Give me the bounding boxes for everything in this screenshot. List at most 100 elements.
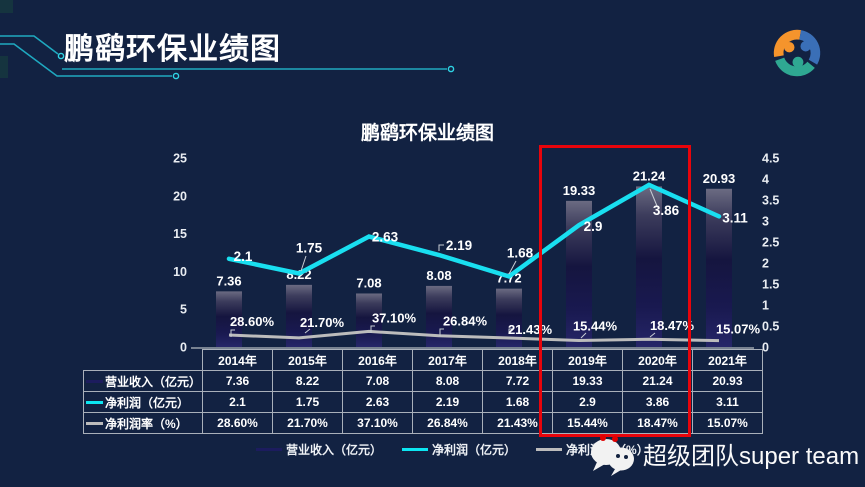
legend-label: 营业收入（亿元） [286,443,383,457]
left-axis-tick-label: 10 [173,265,187,279]
table-cell: 2.63 [342,391,414,413]
revenue-bar [426,285,452,347]
table-cell: 3.11 [692,391,764,413]
chart-title: 鹏鹞环保业绩图 [360,123,494,144]
net-profit-label: 3.11 [722,210,748,225]
legend-swatch-icon [256,448,282,451]
series-swatch-icon [86,421,103,425]
net-margin-label: 21.70% [300,315,345,330]
wechat-eye-right [612,436,618,442]
company-logo-icon [773,29,821,77]
net-profit-label: 2.1 [234,249,253,264]
logo-arc-blue [798,30,821,65]
callout-line [508,260,517,275]
table-year-header: 2016年 [342,349,414,371]
data-table: 2014年 2015年 2016年 2017年 2018年 2019年 2020年 2021年… [82,349,764,434]
callout-line [439,328,444,336]
bar-value-label: 20.93 [703,171,736,186]
table-cell: 8.08 [412,370,484,392]
revenue-bar [216,291,242,347]
table-cell: 26.84% [412,412,484,434]
table-cell: 37.10% [342,412,414,434]
table-year-header: 2015年 [272,349,344,371]
table-cell: 21.43% [482,412,554,434]
deco-square-top [0,0,13,13]
revenue-bar [286,284,312,347]
right-axis-tick-label: 0 [762,341,769,355]
legend-item: 净利润（亿元） [402,441,516,458]
table-header-row: 2014年 2015年 2016年 2017年 2018年 2019年 2020年 2021年 [84,349,764,371]
table-row: 净利润率（%） 28.60% 21.70% 37.10% 26.84% 21.43% 15.… [82,412,764,434]
bar-value-label: 7.36 [216,273,241,288]
right-axis-tick-label: 1 [762,299,769,313]
brand-text: 超级团队super team [643,443,860,470]
net-margin-label: 28.60% [230,314,275,329]
left-axis-tick-label: 25 [173,152,187,166]
table-cell: 18.47% [622,412,694,434]
right-axis-tick-label: 0.5 [762,320,779,334]
logo-dot-orange [784,41,795,53]
revenue-bar [496,288,522,347]
right-axis-tick-label: 2 [762,257,769,271]
logo-arc-orange [773,29,802,58]
table-cell: 7.08 [342,370,414,392]
callout-line [508,328,513,333]
table-cell: 1.75 [272,391,344,413]
table-row: 净利润（亿元） 2.1 1.75 2.63 2.19 1.68 2.9 3.86 3.11 [82,391,764,413]
table-cell: 2.1 [202,391,274,413]
table-cell: 1.68 [482,391,554,413]
deco-square-left [0,56,8,78]
revenue-bar [706,188,732,347]
right-axis-tick-label: 4.5 [762,152,779,166]
table-cell: 15.07% [692,412,764,434]
callout-line [300,255,307,272]
bar-value-label: 7.72 [496,271,521,286]
net-profit-label: 2.19 [446,238,472,253]
wechat-eye-left [600,435,606,441]
logo-dot-blue [800,41,811,52]
legend-item: 营业收入（亿元） [256,441,382,458]
right-axis-tick-label: 3 [762,215,769,229]
net-margin-label: 37.10% [372,310,417,325]
table-cell: 8.22 [272,370,344,392]
series-swatch-icon [86,400,103,404]
legend-swatch-icon [402,448,429,451]
net-profit-label: 1.68 [507,245,534,260]
table-corner-cell [84,350,203,371]
right-axis-tick-label: 3.5 [762,194,779,208]
right-axis-tick-label: 2.5 [762,236,779,250]
right-axis-tick-label: 1.5 [762,278,779,292]
circuit-decoration-icon [0,0,455,80]
table-row-label: 净利润（亿元） [82,391,204,413]
series-swatch-icon [86,379,103,383]
table-year-header: 2019年 [552,349,624,371]
table-cell: 15.44% [552,412,624,434]
table-cell: 28.60% [202,412,274,434]
callout-line [438,244,444,251]
legend-swatch-icon [536,448,563,451]
table-cell: 7.36 [202,370,274,392]
table-row-label: 净利润率（%） [82,412,204,434]
callout-line [304,328,311,334]
table-year-header: 2021年 [692,349,764,371]
highlight-box [539,145,691,437]
net-profit-label: 2.63 [372,230,399,245]
chart-legend: 营业收入（亿元）净利润（亿元）净利润率（%） [256,441,649,458]
page-title: 鹏鹞环保业绩图 [64,33,281,66]
revenue-bar [356,293,382,347]
logo-arc-teal [775,57,815,77]
table-cell: 2.19 [412,391,484,413]
net-margin-label: 15.07% [716,322,761,337]
legend-label: 净利润（亿元） [432,443,517,457]
left-axis-tick-label: 15 [173,227,187,241]
bar-value-label: 8.22 [286,267,311,282]
table-cell: 20.93 [692,370,764,392]
table-cell: 21.70% [272,412,344,434]
callout-line [370,325,375,333]
logo-dot-teal [792,56,804,68]
bar-value-label: 7.08 [356,275,381,290]
net-margin-label: 26.84% [443,314,488,329]
table-year-header: 2017年 [412,349,484,371]
table-row: 营业收入（亿元） 7.36 8.22 7.08 8.08 7.72 19.33 21.24 20… [82,370,764,392]
